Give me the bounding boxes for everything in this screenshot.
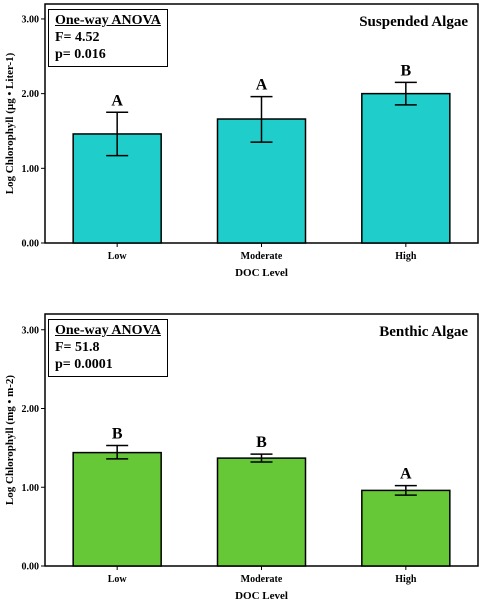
anova-p-value: p= 0.0001 xyxy=(55,357,113,372)
x-tick-label: High xyxy=(395,574,417,585)
y-tick-label: 1.00 xyxy=(22,164,40,175)
significance-letter: B xyxy=(256,434,267,451)
y-tick-label: 0.00 xyxy=(22,239,40,250)
benthic-algae-chart: 0.00 1.00 2.00 3.00 Low B Moderate B High A Benthi… xyxy=(0,308,484,604)
anova-p-value: p= 0.016 xyxy=(55,47,106,62)
suspended-algae-plot: 0.00 1.00 2.00 3.00 Low A Moderate A High B Suspen… xyxy=(4,3,479,279)
chart-title: Suspended Algae xyxy=(359,14,468,30)
anova-f-value: F= 51.8 xyxy=(55,340,100,355)
y-tick-label: 2.00 xyxy=(22,89,40,100)
x-axis-title: DOC Level xyxy=(235,267,288,279)
y-tick-label: 0.00 xyxy=(22,562,40,573)
bar xyxy=(72,451,162,567)
anova-f-value: F= 4.52 xyxy=(55,30,100,45)
chart-title: Benthic Algae xyxy=(379,324,468,340)
significance-letter: B xyxy=(400,62,411,79)
significance-letter: A xyxy=(111,92,123,109)
bar xyxy=(216,457,307,567)
y-tick-label: 3.00 xyxy=(22,14,40,25)
x-axis-title: DOC Level xyxy=(235,590,288,602)
y-tick-label: 2.00 xyxy=(22,404,40,415)
x-tick-label: Moderate xyxy=(241,574,283,585)
x-tick-label: Low xyxy=(108,574,128,585)
y-tick-label: 1.00 xyxy=(22,483,40,494)
suspended-algae-chart: 0.00 1.00 2.00 3.00 Low A Moderate A High B Suspen… xyxy=(0,0,484,290)
anova-stats-box: One-way ANOVA F= 4.52 p= 0.016 xyxy=(48,9,168,67)
significance-letter: A xyxy=(400,466,412,483)
anova-heading: One-way ANOVA xyxy=(55,323,161,338)
benthic-algae-plot: 0.00 1.00 2.00 3.00 Low B Moderate B High A Benthi… xyxy=(4,313,479,602)
anova-stats-box: One-way ANOVA F= 51.8 p= 0.0001 xyxy=(48,319,168,377)
x-tick-label: Moderate xyxy=(241,251,283,262)
x-tick-label: Low xyxy=(108,251,128,262)
significance-letter: A xyxy=(256,77,268,94)
anova-heading: One-way ANOVA xyxy=(55,13,161,28)
y-axis-title: Log Chlorophyll (mg • m-2) xyxy=(4,375,16,505)
y-tick-label: 3.00 xyxy=(22,325,40,336)
significance-letter: B xyxy=(112,426,123,443)
x-tick-label: High xyxy=(395,251,417,262)
bar xyxy=(361,489,451,567)
y-axis-title: Log Chlorophyll (µg • Liter-1) xyxy=(4,52,16,194)
bar xyxy=(361,92,451,244)
